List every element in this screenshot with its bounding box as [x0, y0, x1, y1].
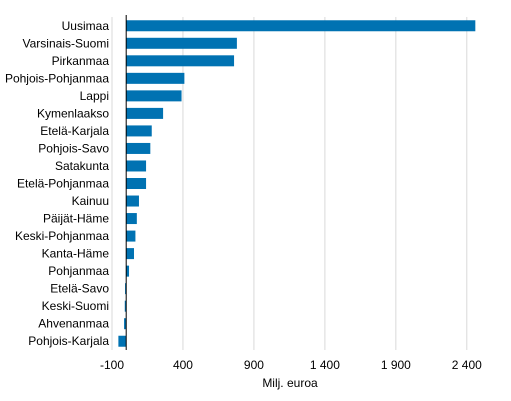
bar: [126, 37, 237, 49]
bar: [118, 335, 127, 347]
x-tick-label: -100: [100, 358, 124, 372]
bar: [124, 300, 127, 312]
bar: [126, 72, 185, 84]
category-label: Kainuu: [72, 194, 109, 208]
x-tick-label: 1 400: [310, 358, 340, 372]
category-label: Pohjois-Savo: [38, 141, 109, 155]
category-label: Päijät-Häme: [43, 212, 109, 226]
category-label: Etelä-Pohjanmaa: [17, 177, 109, 191]
bar: [126, 142, 151, 154]
category-label: Uusimaa: [62, 19, 110, 33]
bar: [126, 20, 476, 32]
category-label: Lappi: [80, 89, 109, 103]
bar: [126, 213, 137, 225]
x-tick-labels: -100 400 900 1 400 1 900 2 400: [100, 358, 482, 372]
bar: [126, 248, 134, 260]
bar: [126, 195, 139, 207]
category-label: Pohjois-Karjala: [28, 334, 109, 348]
bar: [126, 178, 147, 189]
x-tick-label: 2 400: [452, 358, 482, 372]
bar: [124, 318, 127, 330]
bar: [126, 230, 136, 242]
bar: [126, 90, 182, 102]
category-label: Keski-Pohjanmaa: [15, 229, 109, 243]
category-label: Pohjanmaa: [48, 264, 109, 278]
x-tick-label: 1 900: [381, 358, 411, 372]
bar: [126, 55, 235, 67]
bar: [126, 160, 147, 172]
category-labels: Uusimaa Varsinais-Suomi Pirkanmaa Pohjois-P…: [5, 19, 109, 348]
bar: [126, 125, 152, 137]
bar: [125, 283, 127, 295]
category-label: Kymenlaakso: [37, 106, 109, 120]
bar: [126, 107, 164, 119]
x-tick-label: 900: [244, 358, 264, 372]
bars: [118, 20, 476, 347]
gridlines: [111, 17, 468, 350]
category-label: Pohjois-Pohjanmaa: [5, 71, 109, 85]
category-label: Etelä-Karjala: [40, 124, 109, 138]
x-axis-label: Milj. euroa: [262, 376, 318, 390]
category-label: Varsinais-Suomi: [23, 36, 109, 50]
category-label: Kanta-Häme: [42, 247, 110, 261]
category-label: Ahvenanmaa: [38, 317, 109, 331]
x-tick-label: 400: [173, 358, 193, 372]
category-label: Satakunta: [55, 159, 109, 173]
category-label: Keski-Suomi: [42, 299, 109, 313]
category-label: Pirkanmaa: [52, 54, 110, 68]
bar: [126, 265, 130, 277]
category-label: Etelä-Savo: [50, 282, 109, 296]
